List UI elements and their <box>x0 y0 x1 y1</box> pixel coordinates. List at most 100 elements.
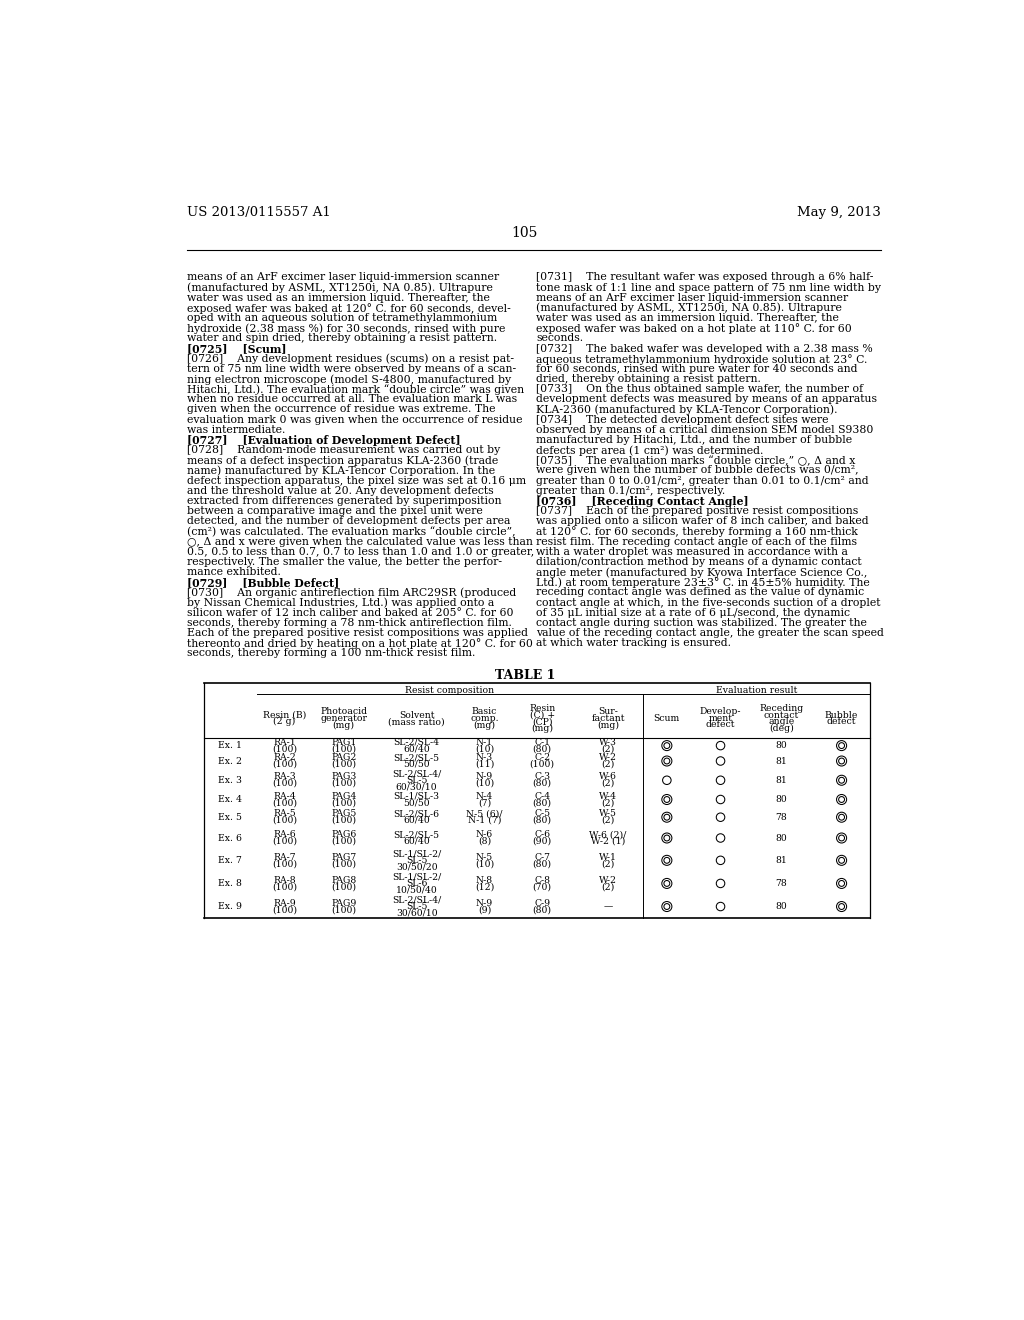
Text: N-8: N-8 <box>476 875 494 884</box>
Text: Photoacid: Photoacid <box>321 708 368 717</box>
Text: exposed wafer was baked at 120° C. for 60 seconds, devel-: exposed wafer was baked at 120° C. for 6… <box>187 302 511 314</box>
Text: Solvent: Solvent <box>399 710 434 719</box>
Text: [0728]    Random-mode measurement was carried out by: [0728] Random-mode measurement was carri… <box>187 445 500 455</box>
Text: RA-4: RA-4 <box>273 792 296 801</box>
Text: SL-2/SL-5: SL-2/SL-5 <box>393 754 439 762</box>
Text: (8): (8) <box>478 837 492 846</box>
Text: manufactured by Hitachi, Ltd., and the number of bubble: manufactured by Hitachi, Ltd., and the n… <box>537 436 853 445</box>
Text: Bubble: Bubble <box>825 710 858 719</box>
Text: (2): (2) <box>601 882 614 891</box>
Text: N-3: N-3 <box>476 754 494 762</box>
Text: (12): (12) <box>475 882 495 891</box>
Text: greater than 0 to 0.01/cm², greater than 0.01 to 0.1/cm² and: greater than 0 to 0.01/cm², greater than… <box>537 475 869 486</box>
Text: hydroxide (2.38 mass %) for 30 seconds, rinsed with pure: hydroxide (2.38 mass %) for 30 seconds, … <box>187 323 505 334</box>
Text: contact angle during suction was stabilized. The greater the: contact angle during suction was stabili… <box>537 618 867 628</box>
Text: RA-3: RA-3 <box>273 772 296 781</box>
Text: SL-1/SL-2/: SL-1/SL-2/ <box>392 849 441 858</box>
Text: SL-2/SL-5: SL-2/SL-5 <box>393 830 439 840</box>
Text: (100): (100) <box>272 816 297 825</box>
Text: development defects was measured by means of an apparatus: development defects was measured by mean… <box>537 395 878 404</box>
Text: exposed wafer was baked on a hot plate at 110° C. for 60: exposed wafer was baked on a hot plate a… <box>537 323 852 334</box>
Text: W-2: W-2 <box>599 754 617 762</box>
Text: (manufactured by ASML, XT1250i, NA 0.85). Ultrapure: (manufactured by ASML, XT1250i, NA 0.85)… <box>187 282 493 293</box>
Text: value of the receding contact angle, the greater the scan speed: value of the receding contact angle, the… <box>537 628 885 638</box>
Text: respectively. The smaller the value, the better the perfor-: respectively. The smaller the value, the… <box>187 557 502 568</box>
Text: PAG3: PAG3 <box>331 772 356 781</box>
Text: ○, Δ and x were given when the calculated value was less than: ○, Δ and x were given when the calculate… <box>187 537 532 546</box>
Text: (90): (90) <box>532 837 552 846</box>
Text: C-5: C-5 <box>535 809 550 818</box>
Text: 30/50/20: 30/50/20 <box>396 862 437 871</box>
Text: (7): (7) <box>478 799 492 808</box>
Text: (100): (100) <box>529 760 555 768</box>
Text: SL-2/SL-4: SL-2/SL-4 <box>393 738 439 747</box>
Text: dilation/contraction method by means of a dynamic contact: dilation/contraction method by means of … <box>537 557 862 568</box>
Text: water was used as an immersion liquid. Thereafter, the: water was used as an immersion liquid. T… <box>537 313 840 323</box>
Text: 80: 80 <box>775 741 787 750</box>
Text: (9): (9) <box>478 906 492 915</box>
Text: C-9: C-9 <box>535 899 550 908</box>
Text: Sur-: Sur- <box>598 708 618 717</box>
Text: Ex. 6: Ex. 6 <box>218 833 243 842</box>
Text: N-4: N-4 <box>476 792 494 801</box>
Text: 60/40: 60/40 <box>403 837 430 846</box>
Text: (10): (10) <box>475 744 495 754</box>
Text: Resin: Resin <box>529 704 555 713</box>
Text: May 9, 2013: May 9, 2013 <box>798 206 882 219</box>
Text: name) manufactured by KLA-Tencor Corporation. In the: name) manufactured by KLA-Tencor Corpora… <box>187 466 495 477</box>
Text: (manufactured by ASML, XT1250i, NA 0.85). Ultrapure: (manufactured by ASML, XT1250i, NA 0.85)… <box>537 302 843 313</box>
Text: Ex. 1: Ex. 1 <box>218 741 243 750</box>
Text: N-5 (6)/: N-5 (6)/ <box>466 809 503 818</box>
Text: N-6: N-6 <box>476 830 494 840</box>
Text: W-6: W-6 <box>599 772 617 781</box>
Text: (11): (11) <box>475 760 495 768</box>
Text: when no residue occurred at all. The evaluation mark L was: when no residue occurred at all. The eva… <box>187 395 517 404</box>
Text: defects per area (1 cm²) was determined.: defects per area (1 cm²) was determined. <box>537 445 764 455</box>
Text: 0.5, 0.5 to less than 0.7, 0.7 to less than 1.0 and 1.0 or greater,: 0.5, 0.5 to less than 0.7, 0.7 to less t… <box>187 546 535 557</box>
Text: means of a defect inspection apparatus KLA-2360 (trade: means of a defect inspection apparatus K… <box>187 455 498 466</box>
Text: C-7: C-7 <box>535 853 550 862</box>
Text: given when the occurrence of residue was extreme. The: given when the occurrence of residue was… <box>187 404 496 414</box>
Text: KLA-2360 (manufactured by KLA-Tencor Corporation).: KLA-2360 (manufactured by KLA-Tencor Cor… <box>537 404 838 414</box>
Text: water and spin dried, thereby obtaining a resist pattern.: water and spin dried, thereby obtaining … <box>187 334 497 343</box>
Text: water was used as an immersion liquid. Thereafter, the: water was used as an immersion liquid. T… <box>187 293 489 302</box>
Text: seconds, thereby forming a 100 nm-thick resist film.: seconds, thereby forming a 100 nm-thick … <box>187 648 475 659</box>
Text: (70): (70) <box>532 882 552 891</box>
Text: and the threshold value at 20. Any development defects: and the threshold value at 20. Any devel… <box>187 486 494 496</box>
Text: Hitachi, Ltd.). The evaluation mark “double circle” was given: Hitachi, Ltd.). The evaluation mark “dou… <box>187 384 524 395</box>
Text: (C) +: (C) + <box>529 710 555 719</box>
Text: N-1 (7): N-1 (7) <box>468 816 502 825</box>
Text: generator: generator <box>321 714 368 723</box>
Text: (mass ratio): (mass ratio) <box>388 717 445 726</box>
Text: Ex. 8: Ex. 8 <box>218 879 243 888</box>
Text: Ex. 4: Ex. 4 <box>218 795 243 804</box>
Text: (deg): (deg) <box>769 723 794 733</box>
Text: (100): (100) <box>331 799 356 808</box>
Text: 105: 105 <box>512 226 538 240</box>
Text: (2): (2) <box>601 779 614 788</box>
Text: contact angle at which, in the five-seconds suction of a droplet: contact angle at which, in the five-seco… <box>537 598 881 607</box>
Text: C-6: C-6 <box>535 830 550 840</box>
Text: Each of the prepared positive resist compositions was applied: Each of the prepared positive resist com… <box>187 628 528 638</box>
Text: ning electron microscope (model S-4800, manufactured by: ning electron microscope (model S-4800, … <box>187 374 511 384</box>
Text: (100): (100) <box>272 837 297 846</box>
Text: (2): (2) <box>601 799 614 808</box>
Text: tone mask of 1:1 line and space pattern of 75 nm line width by: tone mask of 1:1 line and space pattern … <box>537 282 882 293</box>
Text: [0735]    The evaluation marks “double circle,” ○, Δ and x: [0735] The evaluation marks “double circ… <box>537 455 856 466</box>
Text: SL-1/SL-2/: SL-1/SL-2/ <box>392 873 441 882</box>
Text: by Nissan Chemical Industries, Ltd.) was applied onto a: by Nissan Chemical Industries, Ltd.) was… <box>187 598 495 609</box>
Text: Resist composition: Resist composition <box>406 685 495 694</box>
Text: 81: 81 <box>775 855 787 865</box>
Text: C-4: C-4 <box>535 792 550 801</box>
Text: (10): (10) <box>475 859 495 869</box>
Text: [0734]    The detected development defect sites were: [0734] The detected development defect s… <box>537 414 828 425</box>
Text: N-1: N-1 <box>476 738 494 747</box>
Text: 78: 78 <box>775 879 787 888</box>
Text: dried, thereby obtaining a resist pattern.: dried, thereby obtaining a resist patter… <box>537 374 761 384</box>
Text: were given when the number of bubble defects was 0/cm²,: were given when the number of bubble def… <box>537 466 859 475</box>
Text: W-1: W-1 <box>599 853 617 862</box>
Text: ment: ment <box>709 714 732 723</box>
Text: 78: 78 <box>775 813 787 822</box>
Text: [0729]    [Bubble Defect]: [0729] [Bubble Defect] <box>187 577 339 589</box>
Text: means of an ArF excimer laser liquid-immersion scanner: means of an ArF excimer laser liquid-imm… <box>187 272 499 282</box>
